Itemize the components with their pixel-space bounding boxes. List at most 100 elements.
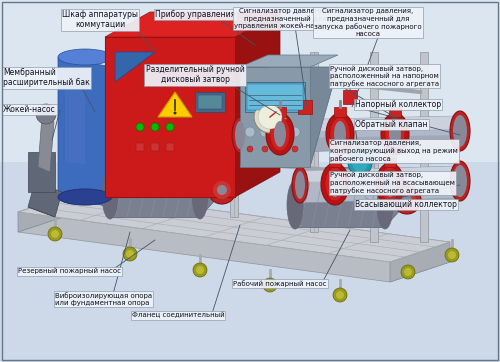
Text: Прибор управления: Прибор управления xyxy=(155,10,235,19)
Text: Напорный коллектор: Напорный коллектор xyxy=(355,100,441,109)
Polygon shape xyxy=(110,172,200,217)
Ellipse shape xyxy=(384,171,396,197)
Polygon shape xyxy=(58,57,112,207)
Ellipse shape xyxy=(381,113,409,155)
Ellipse shape xyxy=(389,121,401,147)
Polygon shape xyxy=(28,182,62,217)
Circle shape xyxy=(336,291,344,299)
Polygon shape xyxy=(110,197,218,217)
Ellipse shape xyxy=(321,163,349,205)
FancyBboxPatch shape xyxy=(334,107,346,117)
FancyBboxPatch shape xyxy=(329,157,341,167)
FancyBboxPatch shape xyxy=(28,152,55,192)
FancyBboxPatch shape xyxy=(140,157,170,172)
FancyBboxPatch shape xyxy=(105,37,235,197)
Circle shape xyxy=(126,250,134,258)
Ellipse shape xyxy=(330,117,350,151)
FancyBboxPatch shape xyxy=(389,107,401,117)
Ellipse shape xyxy=(334,121,346,147)
FancyBboxPatch shape xyxy=(384,157,396,167)
Polygon shape xyxy=(18,192,78,232)
Ellipse shape xyxy=(385,117,405,151)
Text: Разделительный ручной
дисковый затвор: Разделительный ручной дисковый затвор xyxy=(146,65,244,84)
Polygon shape xyxy=(387,132,397,187)
Ellipse shape xyxy=(453,115,467,147)
Circle shape xyxy=(245,127,255,137)
Polygon shape xyxy=(0,0,500,162)
Circle shape xyxy=(208,176,236,204)
Ellipse shape xyxy=(329,171,341,197)
Circle shape xyxy=(136,123,144,131)
Text: Всасывающий коллектор: Всасывающий коллектор xyxy=(355,200,457,209)
Text: Ручной дисковый затвор,
расположенный на напорном
патрубке насосного агрегата: Ручной дисковый затвор, расположенный на… xyxy=(330,65,439,87)
Ellipse shape xyxy=(376,163,404,205)
Ellipse shape xyxy=(235,121,245,149)
Text: Резервный пожарный насос: Резервный пожарный насос xyxy=(18,268,121,274)
Text: Сигнализатор давления,
предназначенный для
запуска рабочего пожарного
насоса: Сигнализатор давления, предназначенный д… xyxy=(314,8,422,37)
Polygon shape xyxy=(240,116,460,153)
FancyBboxPatch shape xyxy=(245,82,305,112)
Circle shape xyxy=(448,251,456,259)
Ellipse shape xyxy=(232,117,248,153)
Ellipse shape xyxy=(326,113,354,155)
Ellipse shape xyxy=(377,181,393,229)
Circle shape xyxy=(292,146,298,152)
Ellipse shape xyxy=(266,113,294,155)
Circle shape xyxy=(196,266,204,274)
Polygon shape xyxy=(420,52,428,242)
Circle shape xyxy=(48,227,62,241)
Circle shape xyxy=(174,111,176,114)
Circle shape xyxy=(404,268,412,276)
Polygon shape xyxy=(370,52,378,242)
Ellipse shape xyxy=(295,171,305,199)
FancyBboxPatch shape xyxy=(195,92,225,112)
Circle shape xyxy=(333,288,347,302)
Circle shape xyxy=(36,104,56,124)
Circle shape xyxy=(258,105,282,129)
Circle shape xyxy=(263,278,277,292)
Circle shape xyxy=(277,146,283,152)
Text: Обратный клапан: Обратный клапан xyxy=(355,120,428,129)
Ellipse shape xyxy=(450,161,470,201)
Circle shape xyxy=(217,185,227,195)
Polygon shape xyxy=(28,207,55,217)
Polygon shape xyxy=(105,12,280,37)
Circle shape xyxy=(193,263,207,277)
Circle shape xyxy=(262,146,268,152)
FancyBboxPatch shape xyxy=(136,143,144,151)
Circle shape xyxy=(290,127,300,137)
Polygon shape xyxy=(115,52,155,82)
Ellipse shape xyxy=(450,111,470,151)
Circle shape xyxy=(393,186,421,214)
Polygon shape xyxy=(220,117,230,177)
Polygon shape xyxy=(240,55,338,67)
Circle shape xyxy=(247,146,253,152)
Circle shape xyxy=(254,101,286,133)
Polygon shape xyxy=(38,117,54,172)
Text: Сигнализатор давления,
предназначенный для
управления жокей-насосом: Сигнализатор давления, предназначенный д… xyxy=(234,8,336,29)
Circle shape xyxy=(213,181,231,199)
Circle shape xyxy=(260,127,270,137)
Polygon shape xyxy=(195,142,205,192)
Circle shape xyxy=(166,123,174,131)
Polygon shape xyxy=(18,192,450,262)
Polygon shape xyxy=(310,52,318,232)
FancyBboxPatch shape xyxy=(325,167,355,182)
FancyBboxPatch shape xyxy=(298,100,312,114)
Circle shape xyxy=(401,265,415,279)
Polygon shape xyxy=(158,92,192,117)
Ellipse shape xyxy=(102,171,118,219)
FancyBboxPatch shape xyxy=(151,143,159,151)
Polygon shape xyxy=(390,242,450,282)
Polygon shape xyxy=(295,207,403,227)
FancyBboxPatch shape xyxy=(343,90,357,104)
FancyBboxPatch shape xyxy=(240,67,310,167)
Ellipse shape xyxy=(58,189,112,205)
Text: Шкаф аппаратуры
коммутации: Шкаф аппаратуры коммутации xyxy=(62,10,138,29)
Polygon shape xyxy=(230,37,238,217)
Ellipse shape xyxy=(352,152,368,172)
Polygon shape xyxy=(365,152,375,202)
Ellipse shape xyxy=(58,49,112,65)
Ellipse shape xyxy=(292,167,308,203)
Polygon shape xyxy=(240,67,338,167)
